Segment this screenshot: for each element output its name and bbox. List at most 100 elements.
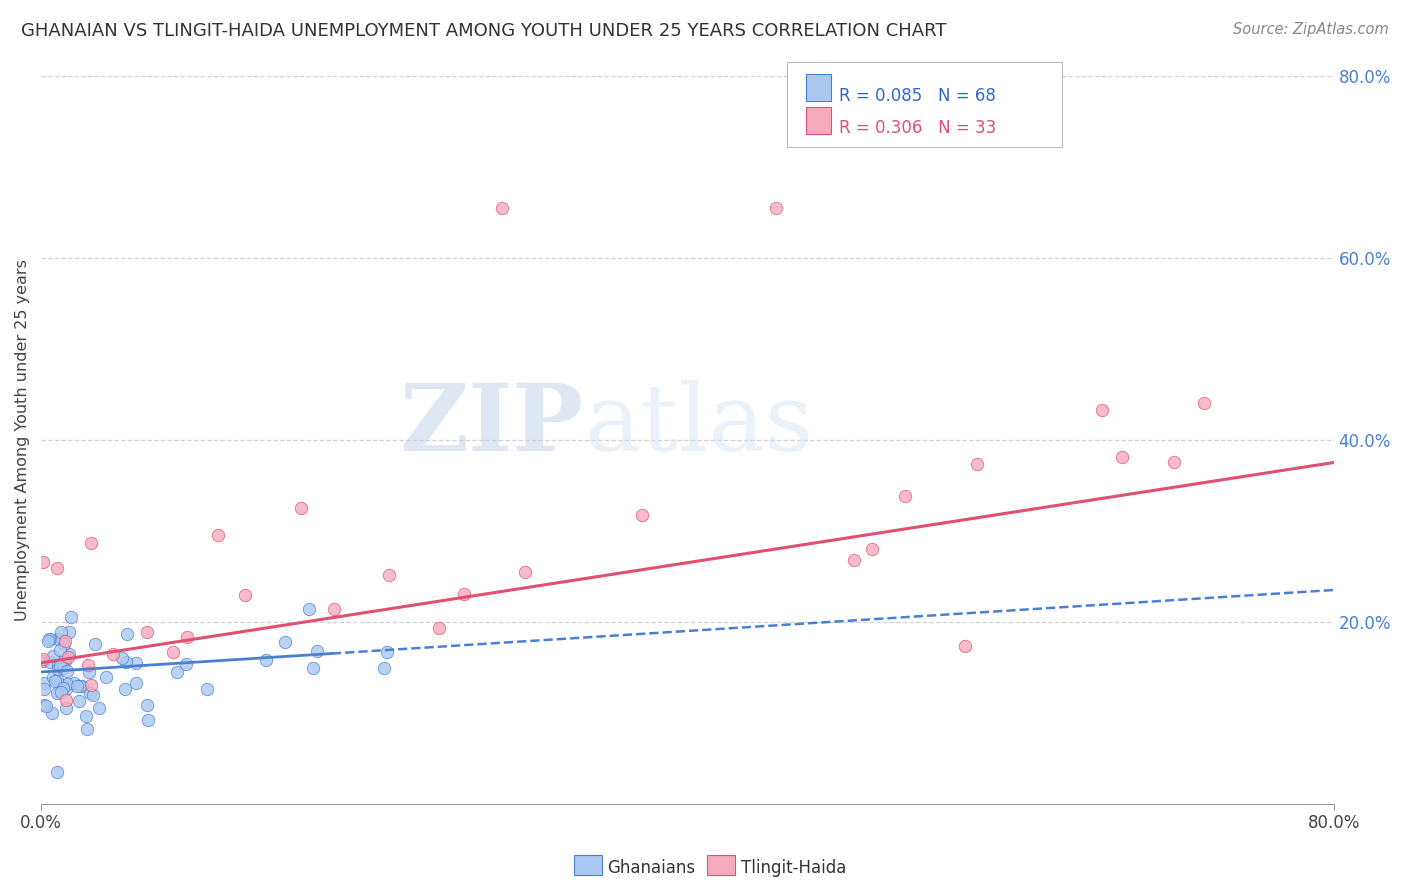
Point xyxy=(42,670,65,684)
Point xyxy=(53,653,76,667)
Point xyxy=(115,627,138,641)
Point xyxy=(46,673,69,687)
Text: Tlingit-Haida: Tlingit-Haida xyxy=(741,859,846,877)
Point xyxy=(75,709,97,723)
Text: Source: ZipAtlas.com: Source: ZipAtlas.com xyxy=(1233,22,1389,37)
Point xyxy=(111,651,134,665)
Text: atlas: atlas xyxy=(583,380,813,470)
Point xyxy=(58,625,80,640)
Point xyxy=(375,645,398,659)
Point xyxy=(1091,403,1114,417)
Point xyxy=(513,565,536,579)
Point xyxy=(136,625,159,640)
Point xyxy=(35,698,58,713)
Point xyxy=(94,670,117,684)
Point xyxy=(32,676,55,690)
Point xyxy=(53,654,76,668)
Point xyxy=(52,661,75,675)
Point xyxy=(322,601,344,615)
Point xyxy=(49,659,72,673)
Point xyxy=(41,706,63,720)
Point xyxy=(80,535,103,549)
Point xyxy=(302,661,325,675)
Text: Ghanaians: Ghanaians xyxy=(607,859,696,877)
Y-axis label: Unemployment Among Youth under 25 years: Unemployment Among Youth under 25 years xyxy=(15,259,30,621)
Point xyxy=(38,632,60,646)
Point xyxy=(49,643,72,657)
Point xyxy=(87,701,110,715)
Point xyxy=(46,657,69,672)
Point xyxy=(166,665,188,679)
Point xyxy=(176,631,198,645)
Text: GHANAIAN VS TLINGIT-HAIDA UNEMPLOYMENT AMONG YOUTH UNDER 25 YEARS CORRELATION CH: GHANAIAN VS TLINGIT-HAIDA UNEMPLOYMENT A… xyxy=(21,22,946,40)
Point xyxy=(114,681,136,696)
Point xyxy=(176,657,198,672)
Point xyxy=(765,201,787,215)
Text: R = 0.306   N = 33: R = 0.306 N = 33 xyxy=(839,119,997,136)
Point xyxy=(373,661,395,675)
Point xyxy=(305,644,328,658)
Point xyxy=(49,625,72,640)
Point xyxy=(491,201,513,215)
Point xyxy=(51,678,73,692)
Point xyxy=(37,634,59,648)
Point xyxy=(115,655,138,669)
Point xyxy=(56,650,79,665)
Text: R = 0.085   N = 68: R = 0.085 N = 68 xyxy=(839,87,997,104)
Point xyxy=(46,632,69,646)
Point xyxy=(290,501,312,516)
Point xyxy=(76,722,98,736)
Point xyxy=(55,700,77,714)
Point xyxy=(195,682,218,697)
Point xyxy=(55,682,77,697)
Point xyxy=(39,656,62,670)
Point xyxy=(860,541,883,556)
Point xyxy=(1163,455,1185,469)
Point xyxy=(894,489,917,503)
Point xyxy=(273,634,295,648)
Point xyxy=(70,679,93,693)
Point xyxy=(136,713,159,727)
Point xyxy=(62,676,84,690)
Point xyxy=(80,678,103,692)
Point xyxy=(31,652,53,666)
Point xyxy=(38,632,60,647)
Point xyxy=(125,676,148,690)
Point xyxy=(82,688,104,702)
Point xyxy=(46,765,69,780)
Point xyxy=(32,681,55,696)
Point xyxy=(51,682,73,697)
Point xyxy=(52,637,75,651)
Point xyxy=(378,568,401,582)
Point xyxy=(46,560,69,574)
Point xyxy=(631,508,654,522)
Point xyxy=(427,621,450,635)
Point xyxy=(207,527,229,541)
Point xyxy=(162,645,184,659)
Point xyxy=(46,662,69,676)
Point xyxy=(44,674,66,689)
Point xyxy=(76,657,98,672)
Point xyxy=(58,647,80,661)
Point xyxy=(79,686,101,700)
Point xyxy=(45,685,67,699)
Point xyxy=(77,665,100,680)
Text: ZIP: ZIP xyxy=(399,380,583,470)
Point xyxy=(1111,450,1133,464)
Point xyxy=(125,657,148,671)
Point xyxy=(136,698,159,713)
Point xyxy=(254,653,277,667)
Point xyxy=(69,679,91,693)
Point xyxy=(49,685,72,699)
Point xyxy=(66,679,89,693)
Point xyxy=(953,639,976,653)
Point xyxy=(84,637,107,651)
Point xyxy=(298,602,321,616)
Point xyxy=(56,677,79,691)
Point xyxy=(31,654,53,668)
Point xyxy=(235,588,257,602)
Point xyxy=(41,649,63,664)
Point xyxy=(53,634,76,648)
Point xyxy=(1194,396,1216,410)
Point xyxy=(32,698,55,712)
